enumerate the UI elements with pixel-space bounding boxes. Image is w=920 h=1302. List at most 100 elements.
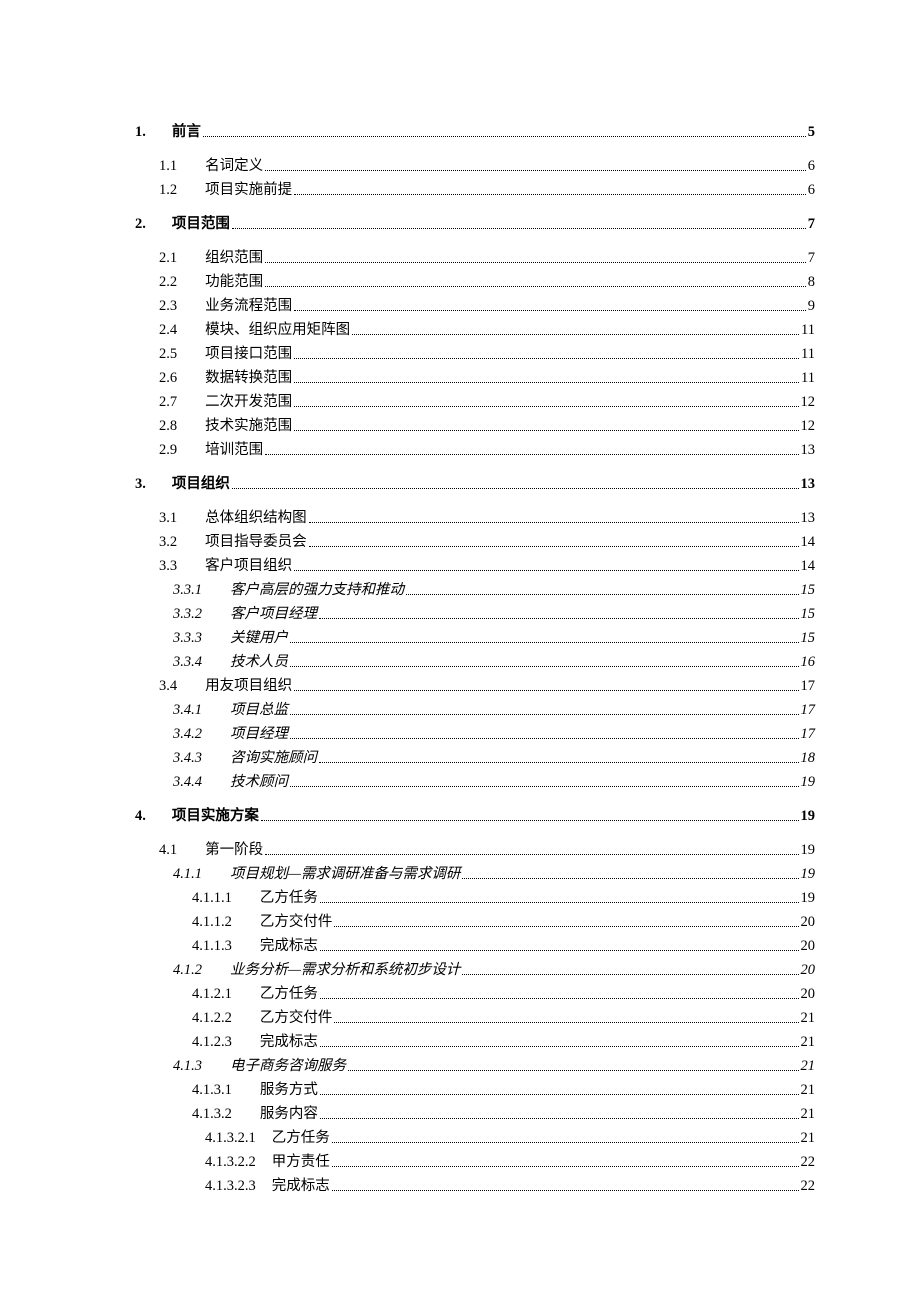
toc-leader-dots bbox=[320, 997, 799, 999]
toc-title: 模块、组织应用矩阵图 bbox=[205, 318, 350, 342]
toc-leader-dots bbox=[294, 569, 798, 571]
toc-leader-dots bbox=[265, 169, 806, 171]
toc-entry[interactable]: 3.4.1项目总监17 bbox=[135, 698, 815, 722]
toc-entry[interactable]: 4.1.1项目规划—需求调研准备与需求调研19 bbox=[135, 862, 815, 886]
toc-entry[interactable]: 4.1.1.1乙方任务19 bbox=[135, 886, 815, 910]
toc-entry[interactable]: 3.3.2客户项目经理15 bbox=[135, 602, 815, 626]
toc-entry[interactable]: 2.9培训范围13 bbox=[135, 438, 815, 462]
toc-title: 名词定义 bbox=[205, 154, 263, 178]
toc-entry[interactable]: 4.1.2.3完成标志21 bbox=[135, 1030, 815, 1054]
toc-number: 1.1 bbox=[159, 154, 177, 178]
toc-title: 乙方任务 bbox=[272, 1126, 330, 1150]
toc-page-number: 19 bbox=[801, 804, 816, 828]
toc-leader-dots bbox=[265, 853, 798, 855]
toc-page-number: 21 bbox=[801, 1006, 816, 1030]
toc-entry[interactable]: 4.1.3.2.3完成标志22 bbox=[135, 1174, 815, 1198]
toc-page-number: 12 bbox=[801, 414, 816, 438]
toc-entry[interactable]: 2.6数据转换范围11 bbox=[135, 366, 815, 390]
toc-leader-dots bbox=[290, 737, 799, 739]
toc-entry[interactable]: 4.1.2.2乙方交付件21 bbox=[135, 1006, 815, 1030]
toc-title: 服务方式 bbox=[260, 1078, 318, 1102]
toc-title: 组织范围 bbox=[205, 246, 263, 270]
toc-title: 乙方任务 bbox=[260, 982, 318, 1006]
toc-entry[interactable]: 3.项目组织13 bbox=[135, 472, 815, 496]
toc-page-number: 19 bbox=[801, 862, 816, 886]
toc-page-number: 13 bbox=[801, 506, 816, 530]
toc-entry[interactable]: 3.3.1客户高层的强力支持和推动15 bbox=[135, 578, 815, 602]
toc-entry[interactable]: 3.4.4技术顾问19 bbox=[135, 770, 815, 794]
toc-title: 项目接口范围 bbox=[205, 342, 292, 366]
toc-entry[interactable]: 3.2项目指导委员会14 bbox=[135, 530, 815, 554]
toc-title: 项目范围 bbox=[172, 212, 230, 236]
toc-page-number: 22 bbox=[801, 1174, 816, 1198]
toc-entry[interactable]: 4.1.3.1服务方式21 bbox=[135, 1078, 815, 1102]
toc-entry[interactable]: 2.3业务流程范围9 bbox=[135, 294, 815, 318]
toc-leader-dots bbox=[294, 193, 806, 195]
toc-entry[interactable]: 3.4.2项目经理17 bbox=[135, 722, 815, 746]
toc-entry[interactable]: 4.1.3.2服务内容21 bbox=[135, 1102, 815, 1126]
toc-title: 乙方任务 bbox=[260, 886, 318, 910]
toc-entry[interactable]: 4.1.3.2.1乙方任务21 bbox=[135, 1126, 815, 1150]
toc-entry[interactable]: 4.1.3电子商务咨询服务21 bbox=[135, 1054, 815, 1078]
toc-entry[interactable]: 2.1组织范围7 bbox=[135, 246, 815, 270]
toc-leader-dots bbox=[332, 1165, 799, 1167]
toc-leader-dots bbox=[232, 487, 799, 489]
toc-entry[interactable]: 3.3客户项目组织14 bbox=[135, 554, 815, 578]
toc-number: 2.1 bbox=[159, 246, 177, 270]
toc-number: 4.1.3.2.2 bbox=[205, 1150, 256, 1174]
toc-entry[interactable]: 3.1总体组织结构图13 bbox=[135, 506, 815, 530]
toc-entry[interactable]: 4.项目实施方案19 bbox=[135, 804, 815, 828]
toc-entry[interactable]: 2.4模块、组织应用矩阵图11 bbox=[135, 318, 815, 342]
toc-entry[interactable]: 3.4.3咨询实施顾问18 bbox=[135, 746, 815, 770]
toc-title: 项目实施方案 bbox=[172, 804, 259, 828]
toc-number: 4.1.1.1 bbox=[192, 886, 232, 910]
toc-entry[interactable]: 1.2项目实施前提6 bbox=[135, 178, 815, 202]
toc-page-number: 11 bbox=[801, 318, 815, 342]
toc-page-number: 15 bbox=[801, 578, 816, 602]
toc-entry[interactable]: 4.1.3.2.2甲方责任22 bbox=[135, 1150, 815, 1174]
toc-page-number: 17 bbox=[801, 698, 816, 722]
toc-page-number: 6 bbox=[808, 178, 815, 202]
toc-entry[interactable]: 3.3.3关键用户15 bbox=[135, 626, 815, 650]
toc-number: 3.4 bbox=[159, 674, 177, 698]
toc-number: 3.3.2 bbox=[173, 602, 202, 626]
toc-title: 项目经理 bbox=[230, 722, 288, 746]
toc-page-number: 7 bbox=[808, 212, 815, 236]
toc-leader-dots bbox=[462, 973, 798, 975]
toc-leader-dots bbox=[462, 877, 798, 879]
toc-entry[interactable]: 3.3.4技术人员16 bbox=[135, 650, 815, 674]
toc-number: 2.7 bbox=[159, 390, 177, 414]
toc-entry[interactable]: 1.前言5 bbox=[135, 120, 815, 144]
toc-title: 乙方交付件 bbox=[260, 1006, 333, 1030]
toc-entry[interactable]: 3.4用友项目组织17 bbox=[135, 674, 815, 698]
toc-leader-dots bbox=[290, 785, 799, 787]
toc-entry[interactable]: 4.1.2业务分析—需求分析和系统初步设计20 bbox=[135, 958, 815, 982]
toc-entry[interactable]: 4.1.1.3完成标志20 bbox=[135, 934, 815, 958]
toc-title: 项目指导委员会 bbox=[205, 530, 307, 554]
toc-page: 1.前言51.1名词定义61.2项目实施前提62.项目范围72.1组织范围72.… bbox=[0, 0, 920, 1302]
toc-page-number: 19 bbox=[801, 770, 816, 794]
toc-entry[interactable]: 2.5项目接口范围11 bbox=[135, 342, 815, 366]
toc-page-number: 21 bbox=[801, 1126, 816, 1150]
toc-entry[interactable]: 2.8技术实施范围12 bbox=[135, 414, 815, 438]
toc-page-number: 15 bbox=[801, 602, 816, 626]
toc-page-number: 15 bbox=[801, 626, 816, 650]
toc-page-number: 13 bbox=[801, 472, 816, 496]
toc-title: 乙方交付件 bbox=[260, 910, 333, 934]
toc-title: 项目实施前提 bbox=[205, 178, 292, 202]
toc-entry[interactable]: 4.1第一阶段19 bbox=[135, 838, 815, 862]
toc-leader-dots bbox=[406, 593, 799, 595]
toc-entry[interactable]: 2.项目范围7 bbox=[135, 212, 815, 236]
toc-number: 3.4.4 bbox=[173, 770, 202, 794]
toc-entry[interactable]: 4.1.1.2乙方交付件20 bbox=[135, 910, 815, 934]
toc-entry[interactable]: 1.1名词定义6 bbox=[135, 154, 815, 178]
toc-leader-dots bbox=[334, 925, 798, 927]
toc-number: 4.1.3.1 bbox=[192, 1078, 232, 1102]
toc-entry[interactable]: 2.7二次开发范围12 bbox=[135, 390, 815, 414]
toc-entry[interactable]: 4.1.2.1乙方任务20 bbox=[135, 982, 815, 1006]
toc-entry[interactable]: 2.2功能范围8 bbox=[135, 270, 815, 294]
toc-title: 客户项目组织 bbox=[205, 554, 292, 578]
toc-title: 前言 bbox=[172, 120, 201, 144]
toc-page-number: 21 bbox=[801, 1054, 816, 1078]
toc-title: 服务内容 bbox=[260, 1102, 318, 1126]
